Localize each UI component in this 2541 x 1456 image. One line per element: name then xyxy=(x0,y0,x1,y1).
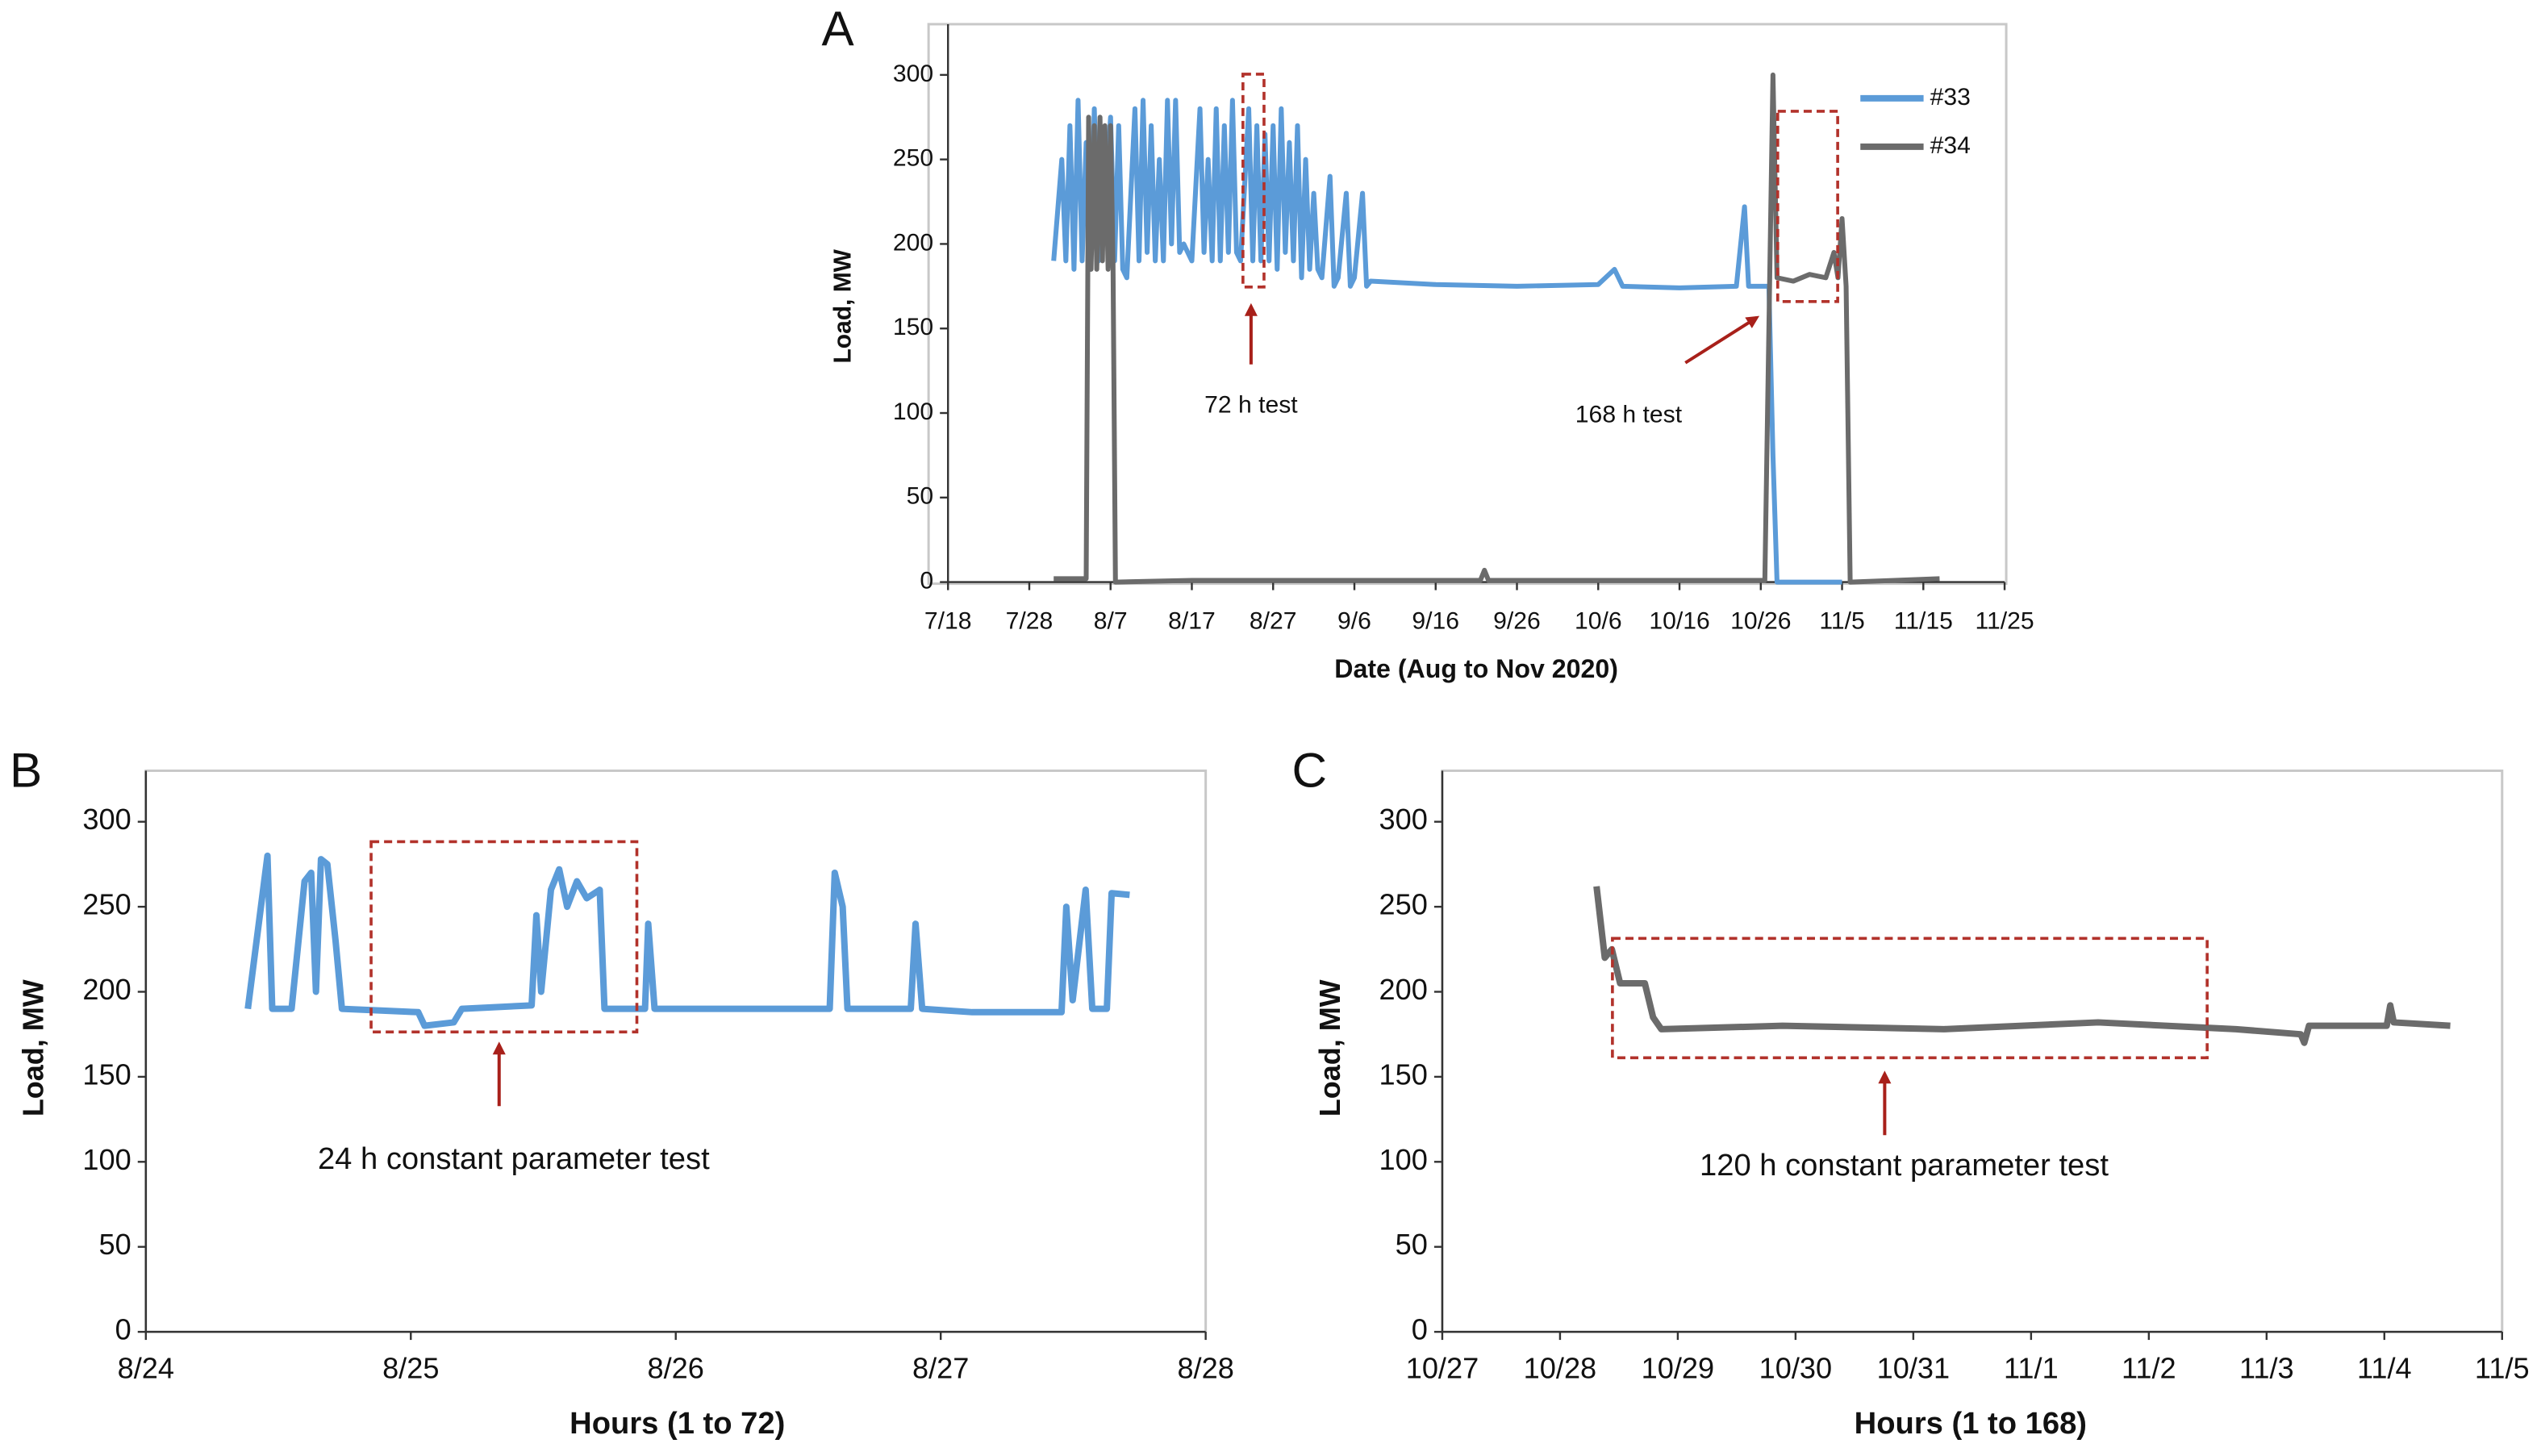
y-tick-label: 100 xyxy=(893,398,933,425)
panel-label: C xyxy=(1291,743,1327,797)
highlight-box xyxy=(369,840,639,1034)
arrow xyxy=(1684,315,1760,365)
y-tick-label: 50 xyxy=(1396,1228,1428,1261)
y-tick-label: 250 xyxy=(893,145,933,172)
x-tick-label: 11/5 xyxy=(1819,608,1864,635)
x-tick-label: 11/25 xyxy=(1975,608,2034,635)
annotation: 120 h constant parameter test xyxy=(1700,1149,2109,1183)
y-tick-label: 200 xyxy=(82,973,131,1006)
series-line xyxy=(1051,98,1842,585)
x-tick-label: 11/5 xyxy=(2475,1352,2530,1385)
y-tick-label: 0 xyxy=(115,1313,131,1346)
y-tick-label: 300 xyxy=(82,803,131,836)
x-axis-label: Hours (1 to 168) xyxy=(1855,1407,2087,1441)
y-tick-label: 100 xyxy=(82,1143,131,1176)
highlight-box xyxy=(1241,73,1266,289)
x-tick-label: 8/26 xyxy=(648,1352,704,1385)
plot-frame xyxy=(1441,769,2504,1333)
y-axis-label: Load, MW xyxy=(17,979,50,1116)
series-line xyxy=(244,852,1130,1029)
annotation: 168 h test xyxy=(1575,402,1683,428)
x-tick-label: 8/25 xyxy=(382,1352,439,1385)
y-axis-label: Load, MW xyxy=(830,248,857,363)
x-tick-label: 11/2 xyxy=(2122,1352,2176,1385)
y-tick-label: 150 xyxy=(82,1058,131,1091)
x-tick-label: 10/26 xyxy=(1730,608,1791,635)
highlight-box xyxy=(1775,110,1839,303)
panel-label: B xyxy=(10,743,42,797)
series-line xyxy=(1054,72,1940,585)
x-axis-label: Date (Aug to Nov 2020) xyxy=(1334,654,1618,683)
x-tick-label: 9/6 xyxy=(1337,608,1371,635)
x-tick-label: 9/26 xyxy=(1493,608,1541,635)
x-tick-label: 11/1 xyxy=(2004,1352,2059,1385)
x-tick-label: 11/4 xyxy=(2357,1352,2412,1385)
x-tick-label: 10/16 xyxy=(1649,608,1709,635)
x-tick-label: 8/27 xyxy=(912,1352,969,1385)
annotation: 24 h constant parameter test xyxy=(318,1142,710,1176)
y-tick-label: 150 xyxy=(1379,1058,1428,1091)
y-tick-label: 50 xyxy=(907,483,934,510)
y-tick-label: 150 xyxy=(893,314,933,340)
highlight-box xyxy=(1611,937,2209,1060)
y-tick-label: 100 xyxy=(1379,1143,1428,1176)
annotation: 72 h test xyxy=(1204,392,1298,419)
y-tick-label: 300 xyxy=(893,60,933,87)
series-line xyxy=(1593,886,2451,1046)
y-tick-label: 250 xyxy=(1379,888,1428,921)
y-tick-label: 250 xyxy=(82,888,131,921)
x-tick-label: 7/18 xyxy=(924,608,972,635)
x-tick-label: 8/27 xyxy=(1250,608,1297,635)
x-tick-label: 10/6 xyxy=(1575,608,1622,635)
legend-label: #34 xyxy=(1930,132,1971,159)
y-tick-label: 200 xyxy=(1379,973,1428,1006)
annotation-shapes xyxy=(369,73,2209,1136)
legend-label: #33 xyxy=(1930,84,1971,111)
y-tick-label: 0 xyxy=(1412,1313,1428,1346)
y-tick-label: 50 xyxy=(98,1228,131,1261)
y-tick-label: 300 xyxy=(1379,803,1428,836)
y-axis-label: Load, MW xyxy=(1313,979,1346,1116)
y-tick-label: 0 xyxy=(920,568,933,594)
x-tick-label: 10/27 xyxy=(1406,1352,1479,1385)
x-axis-label: Hours (1 to 72) xyxy=(570,1407,785,1441)
x-tick-label: 10/28 xyxy=(1524,1352,1596,1385)
panel-label: A xyxy=(822,2,854,56)
x-tick-label: 10/30 xyxy=(1759,1352,1832,1385)
y-tick-label: 200 xyxy=(893,229,933,256)
x-tick-label: 10/29 xyxy=(1642,1352,1714,1385)
x-tick-label: 9/16 xyxy=(1412,608,1459,635)
x-tick-label: 7/28 xyxy=(1006,608,1054,635)
x-tick-label: 8/7 xyxy=(1094,608,1128,635)
x-tick-label: 10/31 xyxy=(1877,1352,1950,1385)
x-tick-label: 11/15 xyxy=(1894,608,1953,635)
x-tick-label: 8/17 xyxy=(1168,608,1216,635)
plot-frame xyxy=(144,769,1208,1333)
plot-frame xyxy=(927,23,2008,586)
x-tick-label: 8/24 xyxy=(118,1352,174,1385)
x-tick-label: 8/28 xyxy=(1177,1352,1233,1385)
x-tick-label: 11/3 xyxy=(2239,1352,2294,1385)
